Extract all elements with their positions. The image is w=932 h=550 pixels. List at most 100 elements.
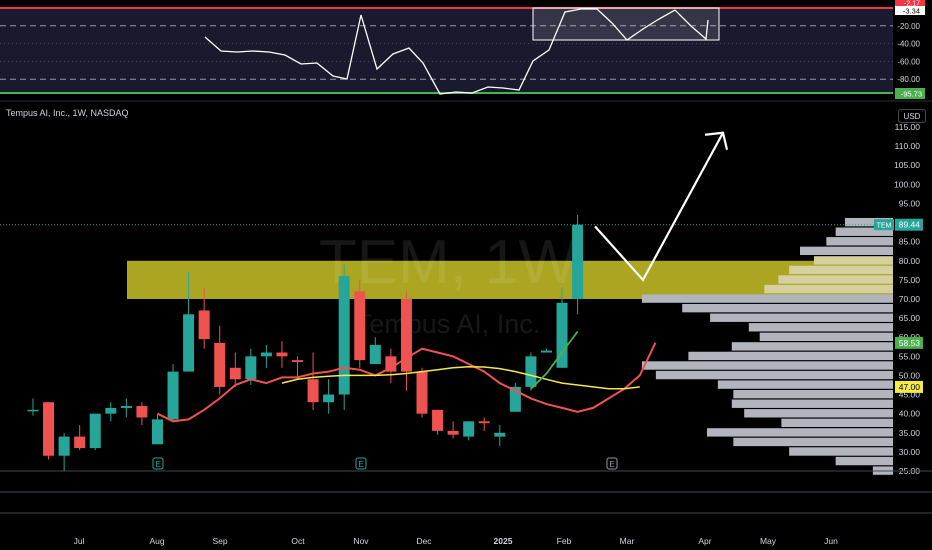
candle-body <box>400 299 412 372</box>
oscillator-line <box>204 8 709 95</box>
candle-body <box>509 386 521 412</box>
volume-profile <box>641 217 893 475</box>
volume-profile-bar <box>710 313 893 322</box>
projection-arrowhead <box>704 131 729 150</box>
price-axis-tick: 70.00 <box>899 294 921 304</box>
volume-profile-bar <box>717 380 893 389</box>
price-axis: 115.00110.00105.00100.0095.0090.0085.008… <box>894 122 920 476</box>
volume-profile-bar <box>835 456 893 466</box>
time-axis-tick: Dec <box>416 536 432 546</box>
ticker-tag-label: TEM <box>877 223 892 230</box>
price-axis-tick: 100.00 <box>894 179 920 189</box>
candle-body <box>58 436 70 456</box>
volume-profile-bar <box>835 227 893 236</box>
price-axis-tick: 50.00 <box>899 370 921 380</box>
earnings-marker[interactable] <box>152 457 164 470</box>
symbol-info[interactable]: Tempus AI, Inc., 1W, NASDAQ <box>6 108 129 118</box>
price-labels: TEM 89.44 58.53 47.00 <box>874 218 923 393</box>
volume-profile-bar <box>733 437 893 447</box>
volume-profile-bar <box>641 361 893 370</box>
volume-profile-bar <box>655 370 893 380</box>
oscillator-pane: -20.00 -40.00 -60.00 -80.00 -2.17-3.34 -95.73 <box>0 0 925 99</box>
earnings-marker[interactable] <box>355 457 367 470</box>
price-pane: TEM, 1W Tempus AI, Inc. E E E 115.00 110.00… <box>0 122 923 476</box>
volume-profile-bar <box>733 389 893 399</box>
volume-profile-bar <box>759 332 893 342</box>
candle-body <box>525 356 537 387</box>
volume-profile-bar <box>744 409 893 418</box>
candle-body <box>151 419 163 445</box>
candle-body <box>494 432 506 437</box>
candle-body <box>447 430 459 435</box>
candle-body <box>323 394 335 403</box>
time-axis: Jul Aug Sep Oct Nov Dec 2025 Feb Mar Apr May Jun <box>74 536 839 546</box>
price-axis-tick: 105.00 <box>894 160 920 170</box>
candle-body <box>89 413 101 449</box>
candle-body <box>43 402 55 456</box>
volume-profile-bar <box>731 399 893 408</box>
oscillator-axis-tick: -40.00 <box>897 40 920 49</box>
oscillator-axis-tick: -60.00 <box>897 57 920 66</box>
watermark-ticker: TEM, 1W <box>319 228 578 297</box>
oscillator-axis-tick: -80.00 <box>897 75 920 84</box>
candle-body <box>572 224 584 299</box>
candle-body <box>478 421 490 424</box>
oscillator-axis: -20.00 -40.00 -60.00 -80.00 -2.17-3.34 -95.73 <box>895 0 925 99</box>
candle-body <box>167 371 179 420</box>
volume-profile-bar <box>789 447 893 456</box>
price-label-badge <box>895 218 923 231</box>
oscillator-highlight-box <box>532 7 720 41</box>
candle-body <box>105 407 117 414</box>
price-axis-tick: 35.00 <box>899 428 921 438</box>
candle-body <box>214 342 226 387</box>
currency-badge[interactable]: USD <box>898 109 926 123</box>
price-axis-tick: 30.00 <box>899 447 921 457</box>
time-axis-tick: Aug <box>149 536 164 546</box>
candle-body <box>292 360 304 363</box>
volume-profile-bar <box>731 342 893 351</box>
candle-body <box>556 302 568 368</box>
volume-profile-bar <box>764 284 893 294</box>
earnings-marker-label: E <box>358 460 363 469</box>
time-axis-tick: Feb <box>557 536 572 546</box>
time-axis-tick: May <box>760 536 777 546</box>
candle-body <box>432 409 444 431</box>
candle-body <box>540 350 552 353</box>
oscillator-axis-tick: -20.00 <box>897 22 920 31</box>
candle-body <box>183 314 195 372</box>
osc-upper-label: -3.34 <box>903 7 920 16</box>
price-label-value: 89.44 <box>899 220 921 230</box>
candle-body <box>229 367 241 380</box>
earnings-marker[interactable] <box>606 457 618 470</box>
osc-lower-label: -95.73 <box>901 90 922 99</box>
time-axis-tick: Jul <box>74 536 85 546</box>
time-axis-tick: 2025 <box>494 536 513 546</box>
volume-profile-bar <box>781 418 893 428</box>
candle-body <box>136 406 148 418</box>
time-axis-tick: Oct <box>291 536 305 546</box>
price-label-value: 47.00 <box>899 382 921 392</box>
candle-body <box>120 406 132 408</box>
candle-body <box>385 356 397 372</box>
price-label-badge <box>895 336 923 349</box>
candle-body <box>307 379 319 403</box>
candles <box>27 214 584 471</box>
volume-profile-bar <box>800 246 893 256</box>
volume-profile-bar <box>688 351 893 361</box>
oscillator-gridlines <box>0 25 893 80</box>
osc-upper-label-top: -2.17 <box>904 1 920 8</box>
time-axis-tick: Apr <box>698 536 711 546</box>
earnings-marker-label: E <box>155 460 160 469</box>
volume-profile-bar <box>748 323 893 332</box>
candle-body <box>198 310 210 340</box>
price-axis-tick: 85.00 <box>899 237 921 247</box>
price-axis-tick: 40.00 <box>899 409 921 419</box>
ma-green-line <box>530 330 579 390</box>
watermark-name: Tempus AI, Inc. <box>356 309 541 339</box>
volume-profile-bar <box>789 265 893 275</box>
candle-body <box>260 352 272 357</box>
price-axis-tick: 80.00 <box>899 256 921 266</box>
volume-profile-bar <box>682 303 893 313</box>
price-axis-tick: 75.00 <box>899 275 921 285</box>
